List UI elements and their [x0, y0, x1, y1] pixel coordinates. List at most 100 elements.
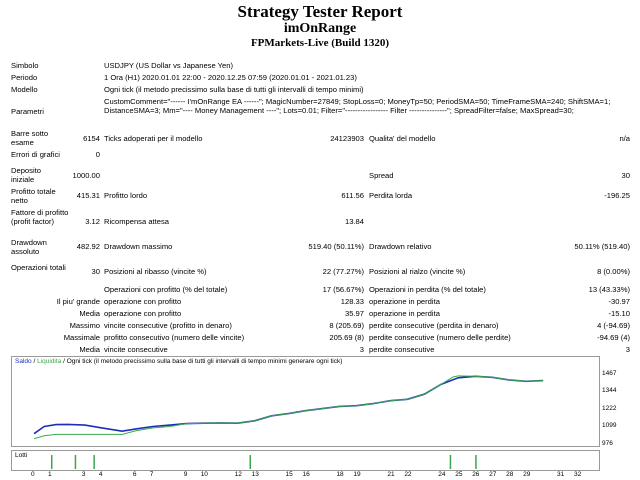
y-tick-label: 976 [602, 440, 613, 447]
period-label: Periodo [11, 73, 38, 82]
bars-value: 6154 [83, 134, 100, 143]
broker-name: FPMarkets-Live (Build 1320) [250, 37, 390, 49]
params-value: CustomComment="------ I'mOnRange EA ----… [104, 97, 611, 115]
net-value: 415.31 [76, 191, 100, 200]
ea-name: imOnRange [283, 21, 357, 36]
long-value: 8 (0.00%) [597, 267, 630, 276]
x-tick-label: 10 [200, 471, 208, 478]
x-tick-label: 22 [404, 471, 412, 478]
x-axis: 0 1 3 4 6 7 9 10 12 13 15 16 18 19 21 22 24 25 26 27 28 29 31 3… [0, 470, 640, 480]
lot-bar [93, 455, 95, 469]
avg-loss-value: -15.10 [608, 309, 630, 318]
abs-dd-label: Drawdown assoluto [11, 238, 47, 256]
max-consec-wins-value: 8 (205.69) [329, 321, 364, 330]
quality-label: Qualita' del modello [369, 134, 436, 143]
payoff-value: 13.84 [344, 217, 364, 226]
ticks-label: Ticks adoperati per il modello [104, 134, 203, 143]
report-title: Strategy Tester Report [237, 2, 403, 21]
gross-profit-value: 611.56 [341, 191, 364, 200]
legend-separator: / [33, 358, 38, 365]
pf-value: 3.12 [85, 217, 100, 226]
total-trades-value: 30 [91, 267, 100, 276]
series-line-saldo [33, 375, 544, 435]
gross-profit-label: Profitto lordo [104, 191, 148, 200]
deposit-value: 1000.00 [72, 171, 100, 180]
largest-loss-label: operazione in perdita [369, 297, 440, 306]
x-tick-label: 32 [574, 471, 582, 478]
x-tick-label: 1 [47, 471, 52, 478]
lots-plot [51, 455, 477, 469]
lots-panel: Lotti [11, 450, 600, 471]
max-consec-losses-value: 4 (-94.69) [597, 321, 630, 330]
x-tick-label: 3 [81, 471, 86, 478]
loss-trades-label: Operazioni in perdita (% del totale) [369, 285, 486, 294]
ticks-value: 24123903 [330, 134, 364, 143]
lot-bar [449, 455, 452, 469]
x-tick-label: 13 [251, 471, 259, 478]
lot-bar [249, 455, 251, 469]
lots-label: Lotti [15, 452, 28, 459]
x-tick-label: 25 [455, 471, 463, 478]
chart-plot [33, 375, 544, 440]
x-tick-label: 18 [336, 471, 344, 478]
x-tick-label: 12 [234, 471, 242, 478]
params-label: Parametri [11, 107, 44, 116]
y-tick-label: 1099 [602, 422, 617, 430]
x-tick-label: 31 [557, 471, 565, 478]
largest-profit-value: 128.33 [340, 297, 364, 306]
x-tick-label: 26 [472, 471, 480, 478]
short-label: Posizioni al ribasso (vincite %) [104, 267, 207, 276]
x-tick-label: 29 [523, 471, 531, 478]
symbol-label: Simbolo [11, 61, 39, 70]
x-tick-label: 27 [489, 471, 497, 478]
long-label: Posizioni al rialzo (vincite %) [369, 267, 466, 276]
gross-loss-label: Perdita lorda [369, 191, 413, 200]
spread-value: 30 [621, 171, 630, 180]
x-tick-label: 21 [387, 471, 395, 478]
lot-bar [51, 455, 53, 469]
spread-label: Spread [369, 171, 394, 180]
x-tick-label: 0 [31, 471, 35, 478]
average-label-2: Media [79, 345, 100, 354]
symbol-value: USDJPY (US Dollar vs Japanese Yen) [104, 61, 234, 70]
y-axis: 976 1099 1222 1344 1467 [598, 356, 640, 451]
legend-separator-2: / [63, 358, 67, 365]
rel-dd-value: 50.11% (519.40) [574, 242, 630, 251]
chart-legend: Saldo / Liquidita / Ogni tick (il metodo… [15, 358, 342, 366]
gross-loss-value: -196.25 [604, 191, 630, 200]
legend-saldo: Saldo [15, 358, 32, 365]
x-tick-label: 16 [302, 471, 310, 478]
model-value: Ogni tick (il metodo precissimo sulla ba… [104, 85, 364, 94]
profit-trades-value: 17 (56.67%) [322, 285, 364, 294]
short-value: 22 (77.27%) [322, 267, 364, 276]
legend-liquidita: Liquidita [37, 358, 62, 365]
lot-bar [74, 455, 77, 469]
y-tick-label: 1222 [602, 404, 617, 412]
largest-profit-label: operazione con profitto [104, 297, 182, 306]
deposit-label: Deposito iniziale [11, 166, 41, 184]
average-label: Media [79, 309, 100, 318]
maximal-profit-label: profitto consecutivo (numero delle vinci… [104, 333, 245, 342]
x-tick-label: 15 [285, 471, 293, 478]
y-tick-label: 1344 [602, 387, 617, 395]
abs-dd-value: 482.92 [76, 242, 100, 251]
quality-value: n/a [619, 134, 630, 143]
max-consec-losses-label: perdite consecutive (perdita in denaro) [369, 321, 499, 330]
x-tick-label: 28 [506, 471, 514, 478]
avg-consec-losses-label: perdite consecutive [369, 345, 435, 354]
max-dd-value: 519.40 (50.11%) [308, 242, 364, 251]
lot-bar [475, 455, 477, 469]
avg-loss-label: operazione in perdita [369, 309, 440, 318]
errors-value: 0 [95, 150, 100, 159]
rel-dd-label: Drawdown relativo [369, 242, 432, 251]
maximum-label: Massimo [69, 321, 100, 330]
period-value: 1 Ora (H1) 2020.01.01 22:00 - 2020.12.25… [104, 73, 357, 82]
maximal-label: Massimale [63, 333, 100, 342]
payoff-label: Ricompensa attesa [104, 217, 170, 226]
avg-consec-losses-value: 3 [625, 345, 630, 354]
max-consec-wins-label: vincite consecutive (profitto in denaro) [104, 321, 232, 330]
maximal-loss-value: -94.69 (4) [597, 333, 630, 342]
x-tick-label: 24 [438, 471, 446, 478]
avg-consec-wins-label: vincite consecutive [104, 345, 168, 354]
y-tick-label: 1467 [602, 369, 617, 377]
